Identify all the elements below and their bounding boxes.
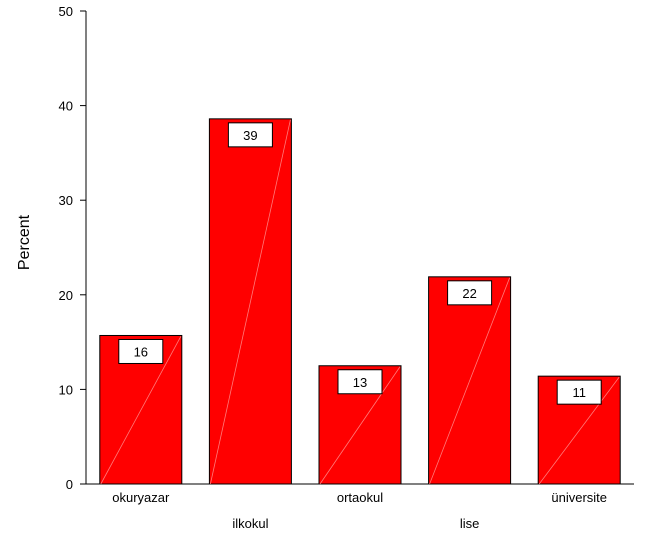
bar-shine (538, 376, 620, 485)
y-ticks: 0 10 20 30 40 50 (59, 4, 86, 492)
data-label: 39 (243, 128, 257, 143)
bar-shine (429, 277, 510, 485)
data-label-box (447, 280, 493, 306)
bars: 16 39 13 22 11 (99, 118, 621, 485)
x-tick-labels: okuryazar ilkokul ortaokul lise üniversite (112, 490, 607, 531)
bar-shine (319, 366, 401, 485)
y-axis-label: Percent (16, 214, 33, 270)
data-label: 13 (353, 375, 367, 390)
x-tick-label: üniversite (551, 490, 607, 505)
y-tick-label: 50 (59, 4, 73, 19)
y-tick-label: 30 (59, 193, 73, 208)
bar-group: 39 (208, 118, 292, 485)
bar-group: 11 (537, 375, 621, 485)
y-tick-label: 20 (59, 288, 73, 303)
bar-shine (100, 336, 182, 485)
data-label-box (118, 338, 164, 364)
x-tick-label: ilkokul (232, 516, 268, 531)
bar-shine (210, 119, 291, 485)
bar-group: 16 (99, 334, 183, 485)
y-tick-label: 10 (59, 382, 73, 397)
data-label-box (227, 122, 273, 148)
data-label-box (556, 379, 602, 405)
x-tick-label: okuryazar (112, 490, 170, 505)
bar-group: 22 (428, 276, 512, 485)
data-label: 11 (572, 385, 586, 400)
x-tick-label: lise (460, 516, 480, 531)
data-label-box (337, 369, 383, 395)
y-tick-label: 0 (66, 477, 73, 492)
bar-group: 13 (318, 365, 402, 485)
data-label: 16 (134, 344, 148, 359)
data-label: 22 (462, 286, 476, 301)
y-tick-label: 40 (59, 99, 73, 114)
x-tick-label: ortaokul (337, 490, 383, 505)
